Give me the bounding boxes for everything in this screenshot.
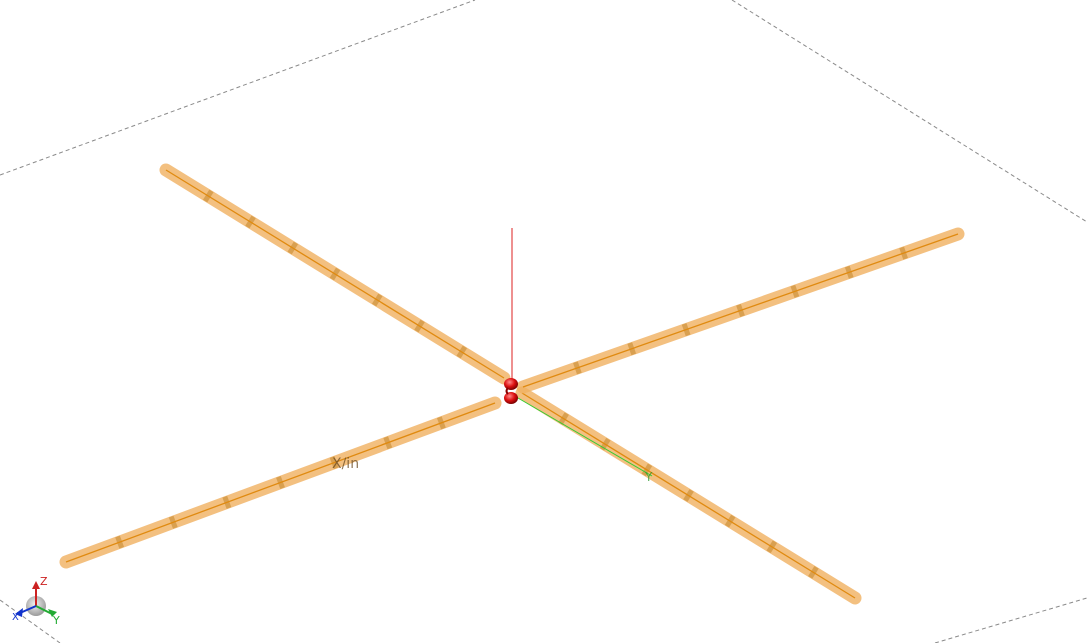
ground-plane-edge-top-left [0, 0, 476, 176]
triad-x-arrow-icon [15, 608, 23, 617]
arm-upper-right-core-wire [522, 233, 959, 388]
arm-lower-left-core-wire [65, 402, 496, 563]
ground-plane-edge-bottom-left [0, 599, 61, 643]
orientation-triad[interactable]: Z Y X [12, 575, 60, 627]
ground-plane-edge-top-right [731, 0, 1087, 223]
arm-lower-right-core-wire [521, 392, 856, 599]
feed-sphere-upper[interactable] [504, 378, 518, 390]
feed-wire [505, 387, 509, 395]
x-axis-label: X/in [332, 456, 359, 472]
arm-upper-left-core-wire [165, 169, 505, 379]
triad-y-arrow-icon [48, 609, 57, 617]
triad-y-label: Y [52, 614, 60, 627]
y-axis-label: Y [644, 470, 653, 484]
triad-z-arrow-icon [32, 581, 40, 589]
feed-sphere-lower[interactable] [504, 392, 518, 404]
triad-y-axis [35, 605, 53, 615]
ground-plane-edge-bottom-right [934, 597, 1087, 643]
triad-z-label: Z [40, 575, 48, 588]
triad-x-label: X [12, 612, 19, 623]
feed-point[interactable] [504, 378, 518, 404]
y-axis-line [517, 397, 653, 477]
triad-x-axis [19, 605, 37, 614]
